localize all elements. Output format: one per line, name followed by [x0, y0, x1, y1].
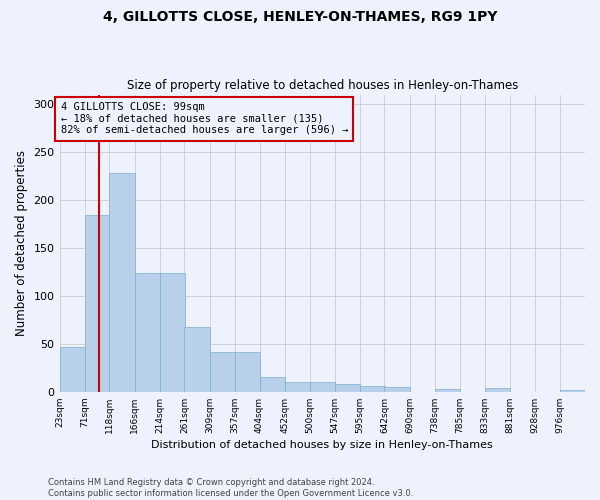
Bar: [109, 173, 134, 392]
Bar: [360, 386, 385, 392]
Text: Contains HM Land Registry data © Crown copyright and database right 2024.
Contai: Contains HM Land Registry data © Crown c…: [48, 478, 413, 498]
Text: 4 GILLOTTS CLOSE: 99sqm
← 18% of detached houses are smaller (135)
82% of semi-d: 4 GILLOTTS CLOSE: 99sqm ← 18% of detache…: [61, 102, 348, 136]
Title: Size of property relative to detached houses in Henley-on-Thames: Size of property relative to detached ho…: [127, 79, 518, 92]
Bar: [260, 378, 285, 392]
Bar: [335, 384, 360, 392]
Bar: [235, 352, 260, 392]
Bar: [485, 388, 510, 392]
Bar: [209, 352, 235, 392]
Bar: [160, 273, 185, 392]
Bar: [184, 326, 209, 392]
Bar: [435, 389, 460, 392]
Bar: [134, 273, 160, 392]
X-axis label: Distribution of detached houses by size in Henley-on-Thames: Distribution of detached houses by size …: [151, 440, 493, 450]
Bar: [59, 347, 85, 392]
Bar: [560, 390, 585, 392]
Bar: [285, 382, 310, 392]
Bar: [85, 216, 110, 392]
Text: 4, GILLOTTS CLOSE, HENLEY-ON-THAMES, RG9 1PY: 4, GILLOTTS CLOSE, HENLEY-ON-THAMES, RG9…: [103, 10, 497, 24]
Bar: [385, 387, 410, 392]
Bar: [310, 382, 335, 392]
Y-axis label: Number of detached properties: Number of detached properties: [15, 150, 28, 336]
